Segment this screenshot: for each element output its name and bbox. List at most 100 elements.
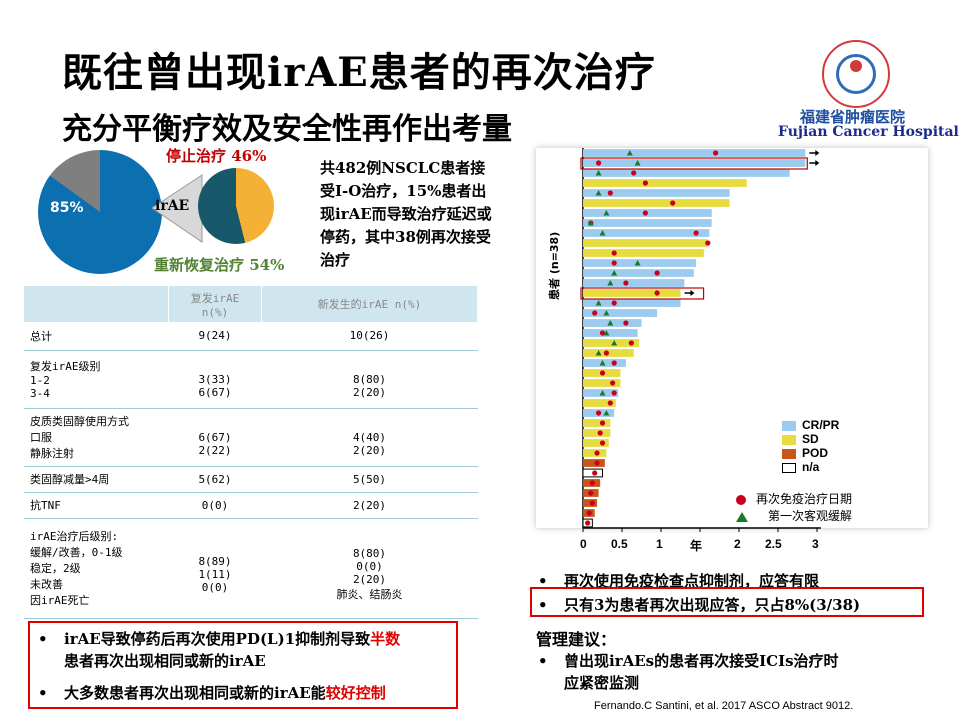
legend-swatch xyxy=(782,448,796,459)
ongoing-arrow-head xyxy=(815,160,820,166)
x-tick: 2.5 xyxy=(765,537,782,551)
table-header-cell: 新发生的irAE n(%) xyxy=(261,286,478,322)
legend-swatch xyxy=(782,462,796,473)
cell-new: 8(80) 2(20) xyxy=(261,350,478,409)
pie-irae-label: irAE xyxy=(155,198,190,214)
bullet-text: 再次使用免疫检查点抑制剂，应答有限 xyxy=(564,572,820,590)
table-row: irAE治疗后级别: 缓解/改善，0-1级 稳定，2级 未改善 因irAE死亡 … xyxy=(24,518,478,619)
cell-new: 8(80) 0(0) 2(20) 肺炎、结肠炎 xyxy=(261,518,478,619)
x-tick: 2 xyxy=(734,537,741,551)
response-triangle xyxy=(595,190,602,196)
green-triangle-icon xyxy=(736,511,748,522)
key-points-box xyxy=(28,621,458,709)
cell-recurrent: 6(67) 2(22) xyxy=(168,408,262,467)
highlight-box xyxy=(580,287,705,300)
legend-item: 再次免疫治疗日期 xyxy=(736,490,852,507)
pie-percent-label: 85% xyxy=(50,200,84,216)
patient-bar xyxy=(583,199,730,207)
table-header-cell: 复发irAE n(%) xyxy=(168,286,262,322)
retreatment-dot xyxy=(589,480,595,486)
row-label: irAE治疗后级别: 缓解/改善，0-1级 稳定，2级 未改善 因irAE死亡 xyxy=(24,518,169,619)
chart-y-label: 患者 (n=38) xyxy=(548,231,561,300)
legend-item: POD xyxy=(782,446,839,460)
retreatment-dot xyxy=(594,460,600,466)
response-triangle xyxy=(634,160,641,166)
retreatment-dot xyxy=(585,520,591,526)
legend-label: 再次免疫治疗日期 xyxy=(756,492,853,506)
legend-label: POD xyxy=(802,446,829,460)
retreatment-dot xyxy=(611,250,617,256)
overall-pie-chart xyxy=(38,150,162,274)
retreatment-dot xyxy=(599,330,606,336)
retreatment-dot xyxy=(611,360,617,366)
legend-label: n/a xyxy=(802,460,820,474)
table-row: 复发irAE级别 1-2 3-4 3(33) 6(67) 8(80) 2(20) xyxy=(24,350,478,409)
cell-new: 2(20) xyxy=(261,492,478,519)
response-highlight-box xyxy=(530,587,924,617)
retreatment-dot xyxy=(596,160,602,166)
response-triangle xyxy=(595,300,602,306)
page-title: 既往曾出现irAE患者的再次治疗 xyxy=(62,49,656,96)
patient-bar xyxy=(583,229,710,237)
bullet-text: 只有3为患者再次出现应答，只占8%(3/38) xyxy=(564,596,861,614)
patient-bar xyxy=(583,219,712,227)
stop-treatment-label: 停止治疗 46% xyxy=(166,147,267,165)
patient-bar xyxy=(583,269,694,277)
retreatment-dot xyxy=(631,170,637,176)
legend-label: CR/PR xyxy=(802,418,840,432)
retreatment-dot xyxy=(713,150,719,156)
bullet-highlight: 半数 xyxy=(370,630,401,648)
retreatment-dot xyxy=(693,230,699,236)
irae-pie-chart xyxy=(198,168,274,244)
management-title: 管理建议： xyxy=(536,630,617,649)
row-label: 总计 xyxy=(24,322,169,351)
retreatment-dot xyxy=(594,450,600,456)
retreatment-dot xyxy=(607,190,613,196)
bullet-highlight: 较好控制 xyxy=(325,684,386,702)
retreatment-dot xyxy=(611,300,617,306)
bullet-text: 曾出现irAEs的患者再次接受ICIs治疗时 xyxy=(564,652,839,670)
retreatment-dot xyxy=(611,390,617,396)
response-triangle xyxy=(603,330,610,336)
response-triangle xyxy=(611,270,618,276)
row-label: 复发irAE级别 1-2 3-4 xyxy=(24,350,169,409)
response-triangle xyxy=(603,310,610,316)
retreatment-dot xyxy=(628,340,634,346)
left-bullet-1: • irAE导致停药后再次使用PD(L)1抑制剂导致半数 患者再次出现相同或新的i… xyxy=(38,630,401,670)
response-triangle xyxy=(595,350,602,356)
response-triangle xyxy=(603,210,610,216)
legend-item: n/a xyxy=(782,460,839,474)
table-row: 总计 9(24) 10(26) xyxy=(24,322,478,351)
patient-bar xyxy=(583,179,747,187)
x-tick: 0 xyxy=(580,537,587,551)
patient-bar xyxy=(583,289,681,297)
patient-bar xyxy=(583,419,611,427)
right-bullet-1: • 再次使用免疫检查点抑制剂，应答有限 xyxy=(538,572,820,590)
table-row: 皮质类固醇使用方式 口服 静脉注射 6(67) 2(22) 4(40) 2(20… xyxy=(24,408,478,467)
patient-bar xyxy=(583,249,704,257)
bullet-text: 患者再次出现相同或新的irAE xyxy=(64,652,266,670)
response-triangle xyxy=(626,150,633,156)
retreatment-dot xyxy=(589,500,595,506)
legend-label: 第一次客观缓解 xyxy=(768,509,853,523)
response-triangle xyxy=(603,410,610,416)
x-tick: 1 xyxy=(656,537,663,551)
intro-text: 共482例NSCLC患者接受I-O治疗，15%患者出现irAE而导致治疗延迟或停… xyxy=(320,159,492,269)
legend-item: CR/PR xyxy=(782,418,839,432)
retreatment-dot xyxy=(599,420,606,426)
irae-table: 复发irAE n(%) 新发生的irAE n(%) 总计 9(24) 10(26… xyxy=(24,286,478,619)
marker-legend: 再次免疫治疗日期 第一次客观缓解 xyxy=(736,490,852,524)
hospital-name-cn: 福建省肿瘤医院 xyxy=(800,108,906,126)
cell-new: 5(50) xyxy=(261,466,478,493)
management-bullet: • 曾出现irAEs的患者再次接受ICIs治疗时 应紧密监测 xyxy=(538,652,839,692)
retreatment-dot xyxy=(642,180,648,186)
left-bullet-2: • 大多数患者再次出现相同或新的irAE能较好控制 xyxy=(38,684,386,702)
row-label: 抗TNF xyxy=(24,492,169,519)
retreatment-dot xyxy=(611,260,617,266)
cell-recurrent: 8(89) 1(11) 0(0) xyxy=(168,518,262,619)
patient-bar xyxy=(583,439,609,447)
patient-bar xyxy=(583,299,681,307)
retreatment-dot xyxy=(623,280,629,286)
right-bullet-2: • 只有3为患者再次出现应答，只占8%(3/38) xyxy=(538,596,861,614)
retreatment-dot xyxy=(623,320,629,326)
